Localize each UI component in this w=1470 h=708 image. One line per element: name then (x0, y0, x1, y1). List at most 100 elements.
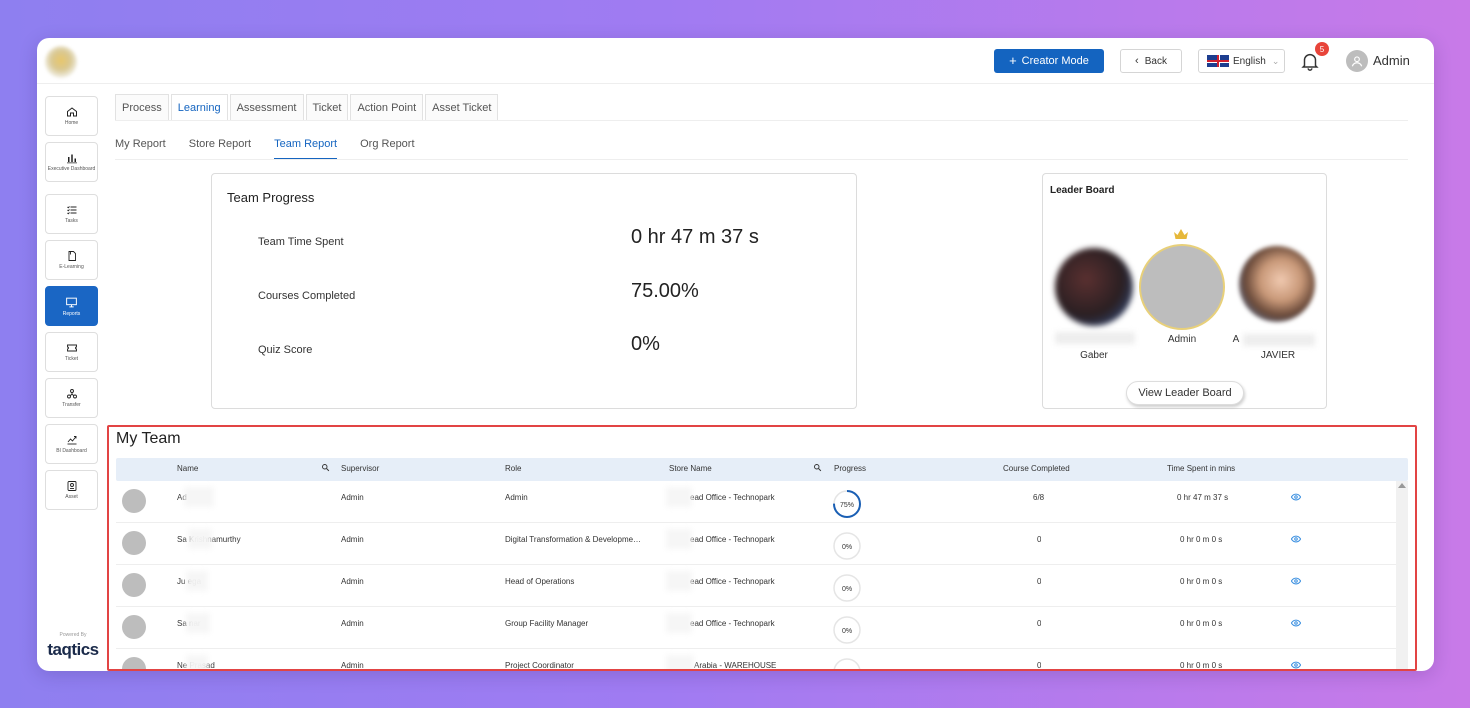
blurred-name (1243, 334, 1315, 346)
member-supervisor: Admin (341, 661, 364, 670)
blurred-text (666, 613, 692, 633)
sidebar-item-home[interactable]: Home (45, 96, 98, 136)
tab-my-report[interactable]: My Report (115, 138, 166, 150)
app-window: + Creator Mode ‹ Back English ⌄ 5 Admin … (37, 38, 1434, 671)
member-time-spent: 0 hr 0 m 0 s (1180, 577, 1223, 586)
column-header-store-name[interactable]: Store Name (669, 464, 712, 473)
progress-ring: 0% (833, 532, 861, 560)
progress-ring: 0% (833, 574, 861, 602)
leader-name-second: Gaber (1080, 350, 1108, 361)
sidebar-item-reports[interactable]: Reports (45, 286, 98, 326)
member-store: ead Office - Technopark (690, 535, 775, 544)
table-row[interactable]: Ju ega Admin Head of Operations ead Offi… (116, 565, 1396, 607)
tab-org-report[interactable]: Org Report (360, 138, 415, 150)
avatar (122, 489, 146, 513)
tab-team-report[interactable]: Team Report (274, 138, 338, 160)
leader-name-first: Admin (1167, 334, 1197, 345)
eye-icon[interactable] (1291, 619, 1301, 627)
sidebar-item-tasks[interactable]: Tasks (45, 194, 98, 234)
leader-name-third: JAVIER (1260, 350, 1296, 361)
chart-line-icon (67, 436, 76, 445)
team-time-spent-label: Team Time Spent (258, 236, 344, 248)
table-row[interactable]: Ne Prasad Admin Project Coordinator Arab… (116, 649, 1396, 670)
sidebar-item-label: Asset (65, 494, 78, 500)
view-leader-board-button[interactable]: View Leader Board (1126, 381, 1244, 405)
column-header-progress[interactable]: Progress (834, 464, 867, 473)
scroll-up-arrow-icon[interactable] (1398, 483, 1406, 488)
blurred-text (666, 487, 692, 507)
blurred-text (188, 529, 212, 549)
creator-mode-button[interactable]: + Creator Mode (994, 49, 1104, 73)
tab-ticket[interactable]: Ticket (305, 94, 349, 121)
leader-avatar-second[interactable] (1055, 248, 1133, 326)
tab-asset-ticket[interactable]: Asset Ticket (425, 94, 499, 121)
search-icon[interactable] (321, 463, 330, 472)
member-store: ead Office - Technopark (690, 577, 775, 586)
member-course-completed: 0 (1037, 619, 1042, 628)
tab-process[interactable]: Process (115, 94, 169, 121)
company-logo[interactable] (45, 46, 77, 78)
eye-icon[interactable] (1291, 493, 1301, 501)
team-time-spent-value: 0 hr 47 m 37 s (631, 226, 759, 248)
quiz-score-label: Quiz Score (258, 344, 313, 356)
tab-action-point[interactable]: Action Point (350, 94, 424, 121)
sidebar-item-ticket[interactable]: Ticket (45, 332, 98, 372)
sidebar-item-bi-dashboard[interactable]: BI Dashboard (45, 424, 98, 464)
user-avatar[interactable] (1346, 50, 1368, 72)
sidebar-item-transfer[interactable]: Transfer (45, 378, 98, 418)
progress-label: 0% (842, 544, 852, 551)
eye-icon[interactable] (1291, 577, 1301, 585)
table-row[interactable]: Sa nar Admin Group Facility Manager ead … (116, 607, 1396, 649)
courses-completed-label: Courses Completed (258, 290, 356, 302)
column-header-time-spent[interactable]: Time Spent in mins (1167, 464, 1236, 473)
user-name[interactable]: Admin (1373, 53, 1410, 68)
sidebar-item-executive-dashboard[interactable]: Executive Dashboard (45, 142, 98, 182)
plus-icon: + (1009, 53, 1017, 68)
divider (115, 159, 1408, 160)
sidebar-item-label: BI Dashboard (56, 448, 87, 454)
quiz-score-value: 0% (631, 333, 660, 355)
my-team-title: My Team (116, 430, 181, 447)
blurred-name (1055, 332, 1135, 344)
eye-icon[interactable] (1291, 661, 1301, 669)
avatar (122, 573, 146, 597)
blurred-text (186, 655, 208, 669)
column-header-course-completed[interactable]: Course Completed (1003, 464, 1070, 473)
courses-completed-value: 75.00% (631, 280, 699, 302)
report-tabs: My Report Store Report Team Report Org R… (115, 138, 415, 160)
table-row[interactable]: Ad Admin Admin ead Office - Technopark 7… (116, 481, 1396, 523)
search-icon[interactable] (813, 463, 822, 472)
column-header-name[interactable]: Name (177, 464, 199, 473)
column-header-role[interactable]: Role (505, 464, 522, 473)
back-button[interactable]: ‹ Back (1120, 49, 1182, 73)
leader-name-third-initial: A (1232, 334, 1240, 345)
table-scrollbar[interactable] (1396, 481, 1408, 669)
blurred-text (186, 613, 210, 633)
avatar (122, 531, 146, 555)
brand-logo: taqtics (47, 640, 99, 659)
bell-icon[interactable] (1299, 50, 1321, 72)
language-select[interactable]: English ⌄ (1198, 49, 1285, 73)
blurred-text (666, 529, 692, 549)
top-bar: + Creator Mode ‹ Back English ⌄ 5 Admin (37, 38, 1434, 84)
leader-avatar-first[interactable] (1139, 244, 1225, 330)
chevron-down-icon: ⌄ (1271, 55, 1280, 66)
powered-by-label: Powered By (59, 632, 87, 638)
sidebar-item-label: Transfer (62, 402, 81, 408)
member-supervisor: Admin (341, 535, 364, 544)
sidebar-item-asset[interactable]: Asset (45, 470, 98, 510)
member-store: Arabia - WAREHOUSE (694, 661, 777, 670)
member-store: ead Office - Technopark (690, 619, 775, 628)
back-label: Back (1144, 55, 1167, 67)
table-row[interactable]: Sa Krishnamurthy Admin Digital Transform… (116, 523, 1396, 565)
column-header-supervisor[interactable]: Supervisor (341, 464, 380, 473)
eye-icon[interactable] (1291, 535, 1301, 543)
progress-label: 0% (842, 628, 852, 635)
sidebar-item-label: Reports (62, 310, 81, 317)
tab-assessment[interactable]: Assessment (229, 94, 304, 121)
tab-learning[interactable]: Learning (170, 94, 228, 121)
notification-badge: 5 (1315, 42, 1329, 56)
tab-store-report[interactable]: Store Report (188, 138, 252, 150)
sidebar-item-elearning[interactable]: E-Learning (45, 240, 98, 280)
leader-avatar-third[interactable] (1239, 246, 1315, 322)
